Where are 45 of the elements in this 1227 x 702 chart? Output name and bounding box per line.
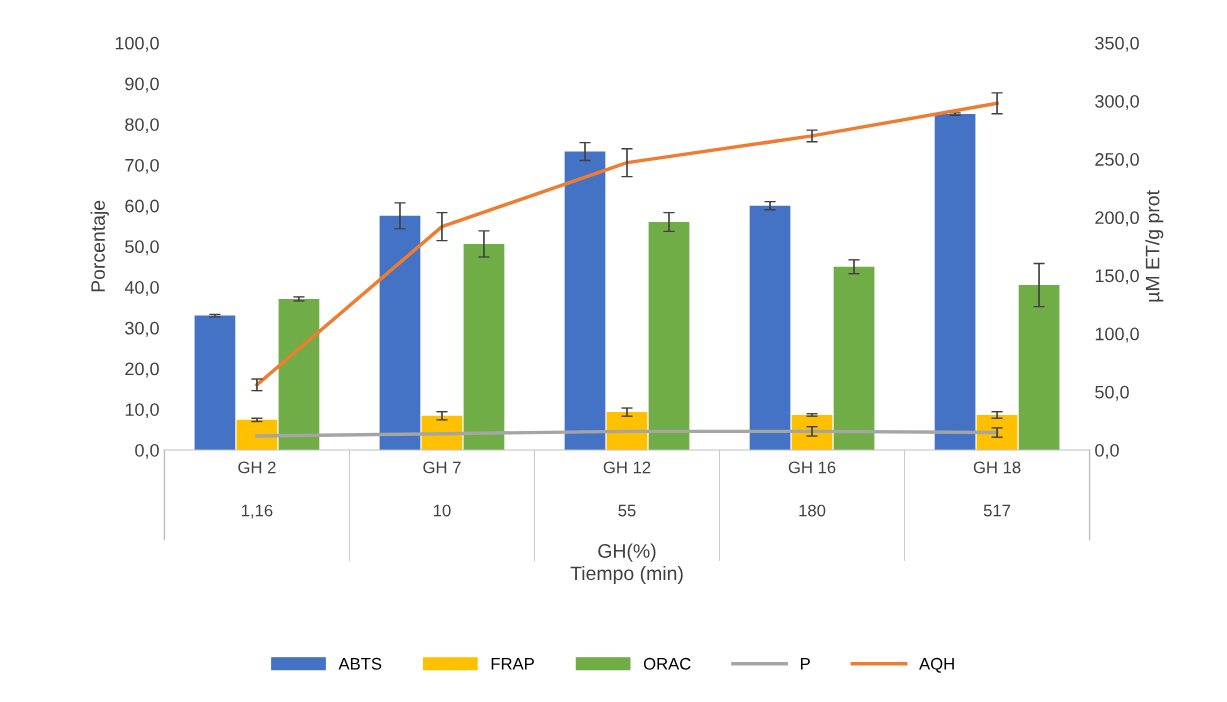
bar bbox=[833, 266, 875, 450]
y2-tick-label: 250,0 bbox=[1095, 153, 1139, 169]
y2-tick-label: 100,0 bbox=[1095, 327, 1139, 343]
bar bbox=[236, 419, 278, 450]
category-label: GH 16 180 bbox=[788, 461, 836, 517]
line-series bbox=[255, 101, 999, 387]
y2-tick-label: 300,0 bbox=[1095, 94, 1139, 110]
y-tick-label: 50,0 bbox=[125, 240, 159, 256]
category-label: GH 12 55 bbox=[603, 461, 651, 517]
x-axis-title: GH(%) Tiempo (min) bbox=[570, 543, 683, 585]
y2-tick-label: 50,0 bbox=[1095, 385, 1129, 401]
bar bbox=[194, 315, 236, 450]
y2-axis-title: µM ET/g prot bbox=[1145, 190, 1164, 302]
legend-label: ORAC bbox=[643, 657, 691, 670]
y2-tick-label: 150,0 bbox=[1095, 269, 1139, 285]
bar bbox=[564, 151, 606, 450]
y-tick-label: 80,0 bbox=[125, 118, 159, 134]
y-tick-label: 100,0 bbox=[115, 36, 159, 52]
legend-label: ABTS bbox=[338, 657, 382, 670]
y2-tick-label: 350,0 bbox=[1095, 36, 1139, 52]
bar bbox=[1018, 285, 1060, 450]
category-label: GH 7 10 bbox=[423, 461, 461, 517]
y-tick-label: 90,0 bbox=[125, 77, 159, 93]
y-tick-label: 20,0 bbox=[125, 362, 159, 378]
y-tick-label: 10,0 bbox=[125, 403, 159, 419]
bar bbox=[379, 215, 421, 450]
y2-tick-label: 200,0 bbox=[1095, 211, 1139, 227]
y-tick-label: 40,0 bbox=[124, 281, 159, 296]
bar bbox=[749, 205, 791, 450]
bar bbox=[278, 298, 320, 450]
y2-tick-label: 0,0 bbox=[1095, 443, 1119, 459]
y-tick-label: 0,0 bbox=[135, 443, 159, 459]
bar bbox=[648, 221, 690, 450]
y-tick-label: 30,0 bbox=[125, 321, 159, 337]
legend-label: AQH bbox=[919, 657, 954, 673]
y-tick-label: 70,0 bbox=[125, 158, 159, 174]
bar bbox=[463, 243, 505, 450]
legend-label: FRAP bbox=[491, 658, 534, 670]
category-label: GH 2 1,16 bbox=[238, 461, 276, 519]
bar bbox=[934, 114, 976, 450]
y-axis-title: Porcentaje bbox=[90, 200, 109, 292]
category-label: GH 18 517 bbox=[973, 461, 1021, 517]
y-tick-label: 60,0 bbox=[125, 199, 159, 215]
bar bbox=[606, 412, 648, 450]
legend-label: P bbox=[800, 658, 810, 670]
